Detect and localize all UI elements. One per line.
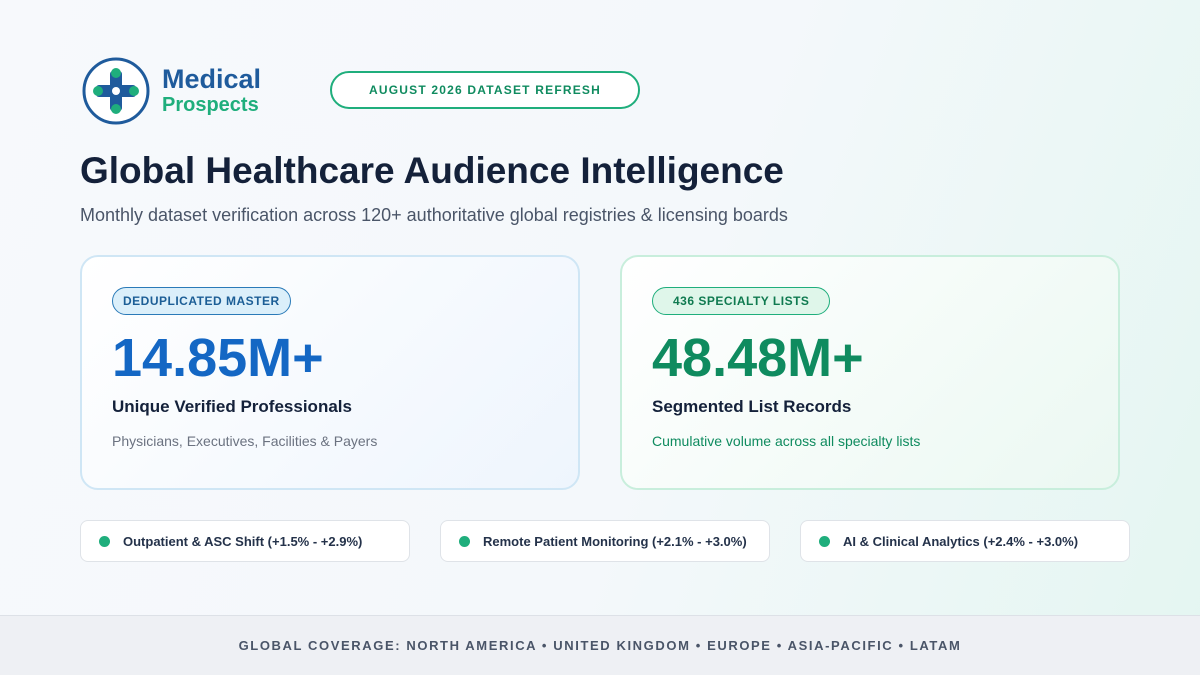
subtitle: Monthly dataset verification across 120+…	[80, 205, 788, 225]
stat-value: 14.85M+	[112, 328, 324, 388]
badge: AUGUST 2026 DATASET REFRESH	[330, 71, 640, 109]
stat-label: Segmented List Records	[652, 397, 852, 416]
stat-note: Physicians, Executives, Facilities & Pay…	[112, 433, 378, 449]
footer: GLOBAL COVERAGE: NORTH AMERICA • UNITED …	[0, 615, 1200, 675]
stat-note: Cumulative volume across all specialty l…	[652, 433, 921, 449]
logo-text: Medical	[162, 64, 262, 94]
stat-card: DEDUPLICATED MASTER 14.85M+ Unique Verifie…	[80, 255, 580, 490]
trend-pill: Outpatient & ASC Shift (+1.5% - +2.9%)	[80, 520, 410, 562]
card-tag: DEDUPLICATED MASTER	[112, 287, 291, 315]
logo-text: Prospects	[162, 94, 259, 116]
logo-icon	[82, 57, 150, 125]
card-tag: 436 SPECIALTY LISTS	[652, 287, 831, 315]
stat-value: 48.48M+	[652, 328, 864, 388]
trend-pill: AI & Clinical Analytics (+2.4% - +3.0%)	[800, 520, 1130, 562]
stat-card: 436 SPECIALTY LISTS 48.48M+ Segmented List…	[620, 255, 1120, 490]
trend-pill: Remote Patient Monitoring (+2.1% - +3.0%…	[440, 520, 770, 562]
stat-label: Unique Verified Professionals	[112, 397, 352, 416]
title: Global Healthcare Audience Intelligence	[80, 150, 784, 191]
